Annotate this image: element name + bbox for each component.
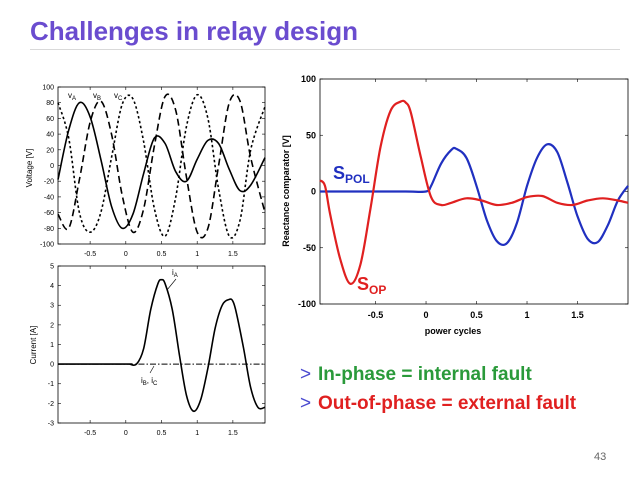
y-tick-label: 100 bbox=[301, 74, 316, 84]
label-ib-ic-leader bbox=[149, 365, 155, 374]
y-tick-label: 20 bbox=[46, 147, 54, 154]
y-tick-label: 1 bbox=[50, 342, 54, 349]
current-x-ticks: -0.5 0 0.5 1 1.5 bbox=[84, 266, 238, 437]
y-tick-label: -80 bbox=[44, 226, 54, 233]
y-tick-label: -1 bbox=[48, 381, 54, 388]
x-tick-label: 1 bbox=[195, 430, 199, 437]
bullet-text: Out-of-phase = external fault bbox=[318, 393, 577, 414]
page-number: 43 bbox=[594, 451, 607, 463]
series-vc-line bbox=[57, 93, 266, 239]
reactance-series bbox=[319, 99, 629, 285]
x-tick-label: -0.5 bbox=[84, 430, 96, 437]
x-tick-label: 1 bbox=[195, 251, 199, 258]
voltage-y-ticks: 100 80 60 40 20 0 -20 -40 -60 -80 -100 bbox=[40, 84, 265, 248]
bullet-list: > In-phase = internal fault > Out-of-pha… bbox=[300, 362, 620, 420]
slide-title: Challenges in relay design bbox=[30, 16, 358, 46]
y-tick-label: -100 bbox=[40, 241, 54, 248]
y-tick-label: 0 bbox=[50, 163, 54, 170]
y-tick-label: 0 bbox=[50, 362, 54, 369]
y-tick-label: 3 bbox=[50, 303, 54, 310]
reactance-x-ticks: -0.5 0 0.5 1 1.5 bbox=[368, 79, 584, 320]
y-tick-label: 2 bbox=[50, 322, 54, 329]
label-spol: SPOL bbox=[333, 163, 370, 186]
y-tick-label: -2 bbox=[48, 401, 54, 408]
reactance-y-axis-label: Reactance comparator [V] bbox=[281, 135, 291, 247]
series-va-line bbox=[57, 101, 266, 230]
x-tick-label: 0 bbox=[424, 310, 429, 320]
series-vb-line bbox=[57, 93, 266, 239]
x-tick-label: 0 bbox=[124, 430, 128, 437]
series-ia-line bbox=[58, 278, 266, 413]
x-tick-label: 0 bbox=[124, 251, 128, 258]
current-chart: 5 4 3 2 1 0 -1 -2 -3 -0.5 0 0.5 1 1.5 Current [A] iA… bbox=[29, 263, 266, 437]
bullet-text: In-phase = internal fault bbox=[318, 364, 532, 385]
label-sop: SOP bbox=[357, 274, 386, 297]
y-tick-label: -60 bbox=[44, 210, 54, 217]
current-y-axis-label: Current [A] bbox=[29, 326, 38, 365]
label-vb: vB bbox=[93, 91, 101, 102]
label-ia-leader bbox=[166, 278, 177, 291]
voltage-series bbox=[57, 93, 266, 239]
series-spol-line bbox=[320, 142, 629, 247]
bullet-marker: > bbox=[300, 364, 312, 385]
label-ib-ic: iB, iC bbox=[141, 376, 158, 387]
x-tick-label: 1 bbox=[525, 310, 530, 320]
bullet-internal-fault: > In-phase = internal fault bbox=[300, 362, 620, 387]
x-tick-label: -0.5 bbox=[84, 251, 96, 258]
current-series bbox=[58, 278, 266, 413]
current-y-ticks: 5 4 3 2 1 0 -1 -2 -3 bbox=[48, 263, 265, 427]
x-tick-label: 0.5 bbox=[157, 430, 167, 437]
y-tick-label: -3 bbox=[48, 420, 54, 427]
y-tick-label: 80 bbox=[46, 100, 54, 107]
current-plot-frame bbox=[57, 265, 266, 424]
bullet-external-fault: > Out-of-phase = external fault bbox=[300, 391, 620, 416]
y-tick-label: -40 bbox=[44, 194, 54, 201]
x-tick-label: 0.5 bbox=[157, 251, 167, 258]
label-ia: iA bbox=[172, 268, 178, 279]
series-sop-line bbox=[319, 99, 629, 285]
label-vc: vC bbox=[114, 91, 123, 102]
y-tick-label: 5 bbox=[50, 263, 54, 270]
x-tick-label: 1.5 bbox=[571, 310, 584, 320]
x-tick-label: 1.5 bbox=[228, 430, 238, 437]
voltage-chart: 100 80 60 40 20 0 -20 -40 -60 -80 -100 -0.5 0 0.5 1 1.… bbox=[25, 84, 266, 258]
y-tick-label: 60 bbox=[46, 116, 54, 123]
label-va: vA bbox=[68, 91, 76, 102]
y-tick-label: -50 bbox=[303, 243, 316, 253]
y-tick-label: 100 bbox=[42, 84, 54, 91]
voltage-y-axis-label: Voltage [V] bbox=[25, 149, 34, 188]
bullet-marker: > bbox=[300, 393, 312, 414]
y-tick-label: 40 bbox=[46, 132, 54, 139]
voltage-x-ticks: -0.5 0 0.5 1 1.5 bbox=[84, 87, 238, 258]
x-tick-label: 1.5 bbox=[228, 251, 238, 258]
y-tick-label: -20 bbox=[44, 179, 54, 186]
y-tick-label: 0 bbox=[311, 187, 316, 197]
title-divider bbox=[30, 49, 620, 50]
y-tick-label: 4 bbox=[50, 283, 54, 290]
reactance-chart: 100 50 0 -50 -100 -0.5 0 0.5 1 1.5 Reactance com… bbox=[281, 74, 629, 336]
y-tick-label: 50 bbox=[306, 130, 316, 140]
y-tick-label: -100 bbox=[298, 299, 316, 309]
reactance-y-ticks: 100 50 0 -50 -100 bbox=[298, 74, 628, 309]
voltage-plot-frame bbox=[57, 86, 266, 245]
x-tick-label: -0.5 bbox=[368, 310, 384, 320]
reactance-x-axis-label: power cycles bbox=[425, 326, 482, 336]
x-tick-label: 0.5 bbox=[470, 310, 483, 320]
